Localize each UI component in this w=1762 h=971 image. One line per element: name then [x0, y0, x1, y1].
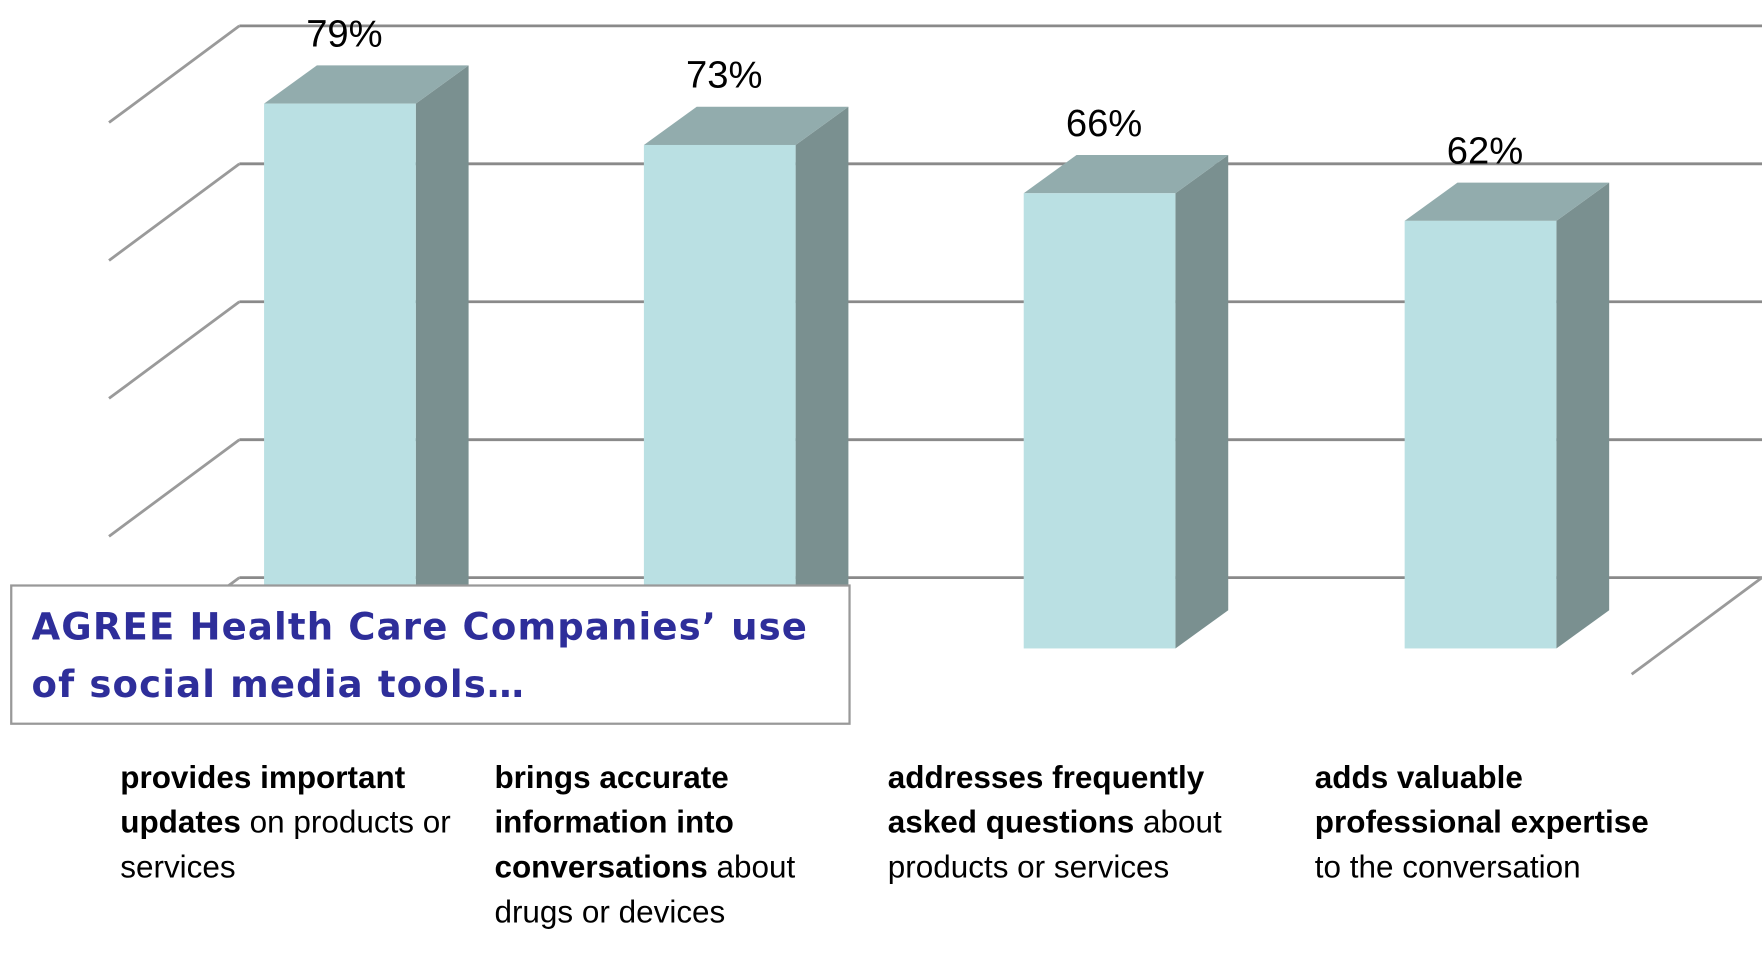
category-emphasis: brings accurate information into convers… — [494, 759, 734, 885]
value-label: 73% — [686, 54, 762, 97]
side-grid-line — [108, 162, 241, 262]
category-label-area: addresses frequently asked questions abo… — [888, 755, 1236, 890]
category-label-area: adds valuable professional expertise to … — [1315, 755, 1652, 890]
bar-top — [264, 65, 469, 104]
value-label: 66% — [1066, 102, 1142, 145]
title-area: AGREE Health Care Companies’ use of soci… — [31, 604, 809, 706]
bar-side — [795, 106, 849, 649]
category-emphasis: provides important updates — [120, 759, 406, 840]
x-tick-label: adds valuable professional expertise to … — [1315, 755, 1652, 890]
x-tick-label: addresses frequently asked questions abo… — [888, 755, 1236, 890]
category-text: about drugs or devices — [494, 849, 796, 930]
title-box — [10, 584, 851, 725]
bar-top — [643, 106, 849, 145]
category-emphasis: adds valuable professional expertise — [1314, 759, 1649, 840]
bar-side — [415, 65, 469, 649]
side-grid-line — [108, 300, 241, 400]
bar-top — [1023, 155, 1229, 194]
bar-side — [1175, 155, 1229, 649]
bar-top — [1404, 182, 1610, 221]
bar — [643, 144, 796, 649]
category-emphasis: addresses frequently asked questions — [887, 759, 1205, 840]
side-grid-line — [108, 24, 241, 124]
side-grid-line — [108, 438, 241, 538]
bar-side — [1556, 182, 1610, 649]
category-label-area: brings accurate information into convers… — [494, 755, 797, 935]
category-text: on products or services — [120, 804, 451, 885]
chart-title: AGREE Health Care Companies’ use of soci… — [31, 604, 809, 706]
bar — [1404, 220, 1557, 649]
category-label-area: provides important updates on products o… — [120, 755, 457, 890]
category-text: to the conversation — [1314, 849, 1581, 885]
value-label: 79% — [306, 12, 382, 55]
bar — [264, 103, 416, 649]
floor-edge — [1630, 576, 1762, 676]
category-text: about products or services — [887, 804, 1222, 885]
x-tick-label: brings accurate information into convers… — [494, 755, 797, 935]
x-tick-label: provides important updates on products o… — [120, 755, 457, 890]
value-label: 62% — [1447, 130, 1523, 173]
bar — [1023, 193, 1176, 649]
